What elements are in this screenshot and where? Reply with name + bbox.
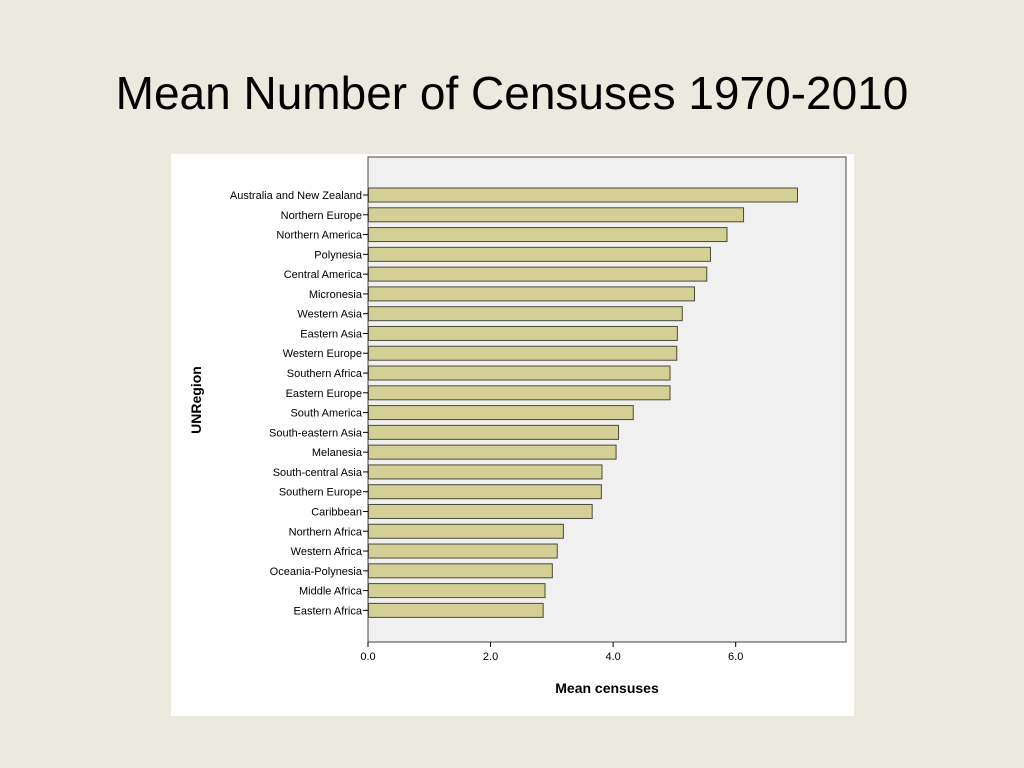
category-label: Eastern Europe (286, 388, 362, 400)
slide-title: Mean Number of Censuses 1970-2010 (115, 67, 909, 119)
category-label: Northern Africa (289, 526, 363, 538)
category-label: Western Africa (291, 546, 363, 558)
bar-western-africa (368, 543, 558, 559)
x-tick-label: 6.0 (728, 651, 743, 663)
bar-southern-europe (368, 484, 602, 500)
bar-central-america (368, 266, 708, 282)
bar-micronesia (368, 286, 696, 302)
bar-southern-africa (368, 365, 671, 381)
bar-middle-africa (368, 583, 546, 599)
bar-western-europe (368, 345, 678, 361)
category-label: Central America (284, 269, 363, 281)
category-label: Western Europe (283, 348, 362, 360)
x-tick-label: 4.0 (605, 651, 620, 663)
category-label: Middle Africa (299, 586, 363, 598)
bar-northern-europe (368, 207, 745, 223)
bar-south-eastern-asia (368, 424, 620, 440)
bar-eastern-europe (368, 385, 671, 401)
bar-melanesia (368, 444, 617, 460)
category-label: Caribbean (311, 506, 362, 518)
category-label: Southern Africa (287, 368, 363, 380)
bar-south-america (368, 405, 634, 421)
bar-oceania-polynesia (368, 563, 553, 579)
bar-northern-america (368, 227, 728, 243)
x-tick-label: 0.0 (360, 651, 375, 663)
bar-eastern-asia (368, 325, 678, 341)
bar-australia-and-new-zealand (368, 187, 798, 203)
bar-caribbean (368, 503, 593, 519)
category-label: South-eastern Asia (269, 427, 363, 439)
x-axis-title: Mean censuses (555, 680, 659, 696)
category-label: Northern America (276, 230, 362, 242)
category-label: Eastern Asia (300, 328, 363, 340)
category-label: Melanesia (312, 447, 363, 459)
category-label: South-central Asia (273, 467, 363, 479)
bar-chart: Australia and New Zealand Northern Europe… (188, 156, 847, 696)
category-label: Southern Europe (279, 487, 362, 499)
category-label: Oceania-Polynesia (270, 566, 363, 578)
bar-eastern-africa (368, 602, 544, 618)
x-tick-label: 2.0 (483, 651, 498, 663)
category-label: South America (290, 408, 362, 420)
bar-south-central-asia (368, 464, 603, 480)
category-label: Polynesia (314, 249, 363, 261)
category-label: Eastern Africa (294, 605, 363, 617)
chart-panel: Australia and New Zealand Northern Europe… (171, 154, 854, 716)
category-label: Western Asia (297, 309, 362, 321)
bar-northern-africa (368, 523, 564, 539)
bar-western-asia (368, 306, 683, 322)
y-axis-title: UNRegion (188, 366, 204, 434)
category-label: Northern Europe (281, 210, 362, 222)
category-label: Australia and New Zealand (230, 190, 362, 202)
category-label: Micronesia (309, 289, 363, 301)
bar-polynesia (368, 246, 711, 262)
